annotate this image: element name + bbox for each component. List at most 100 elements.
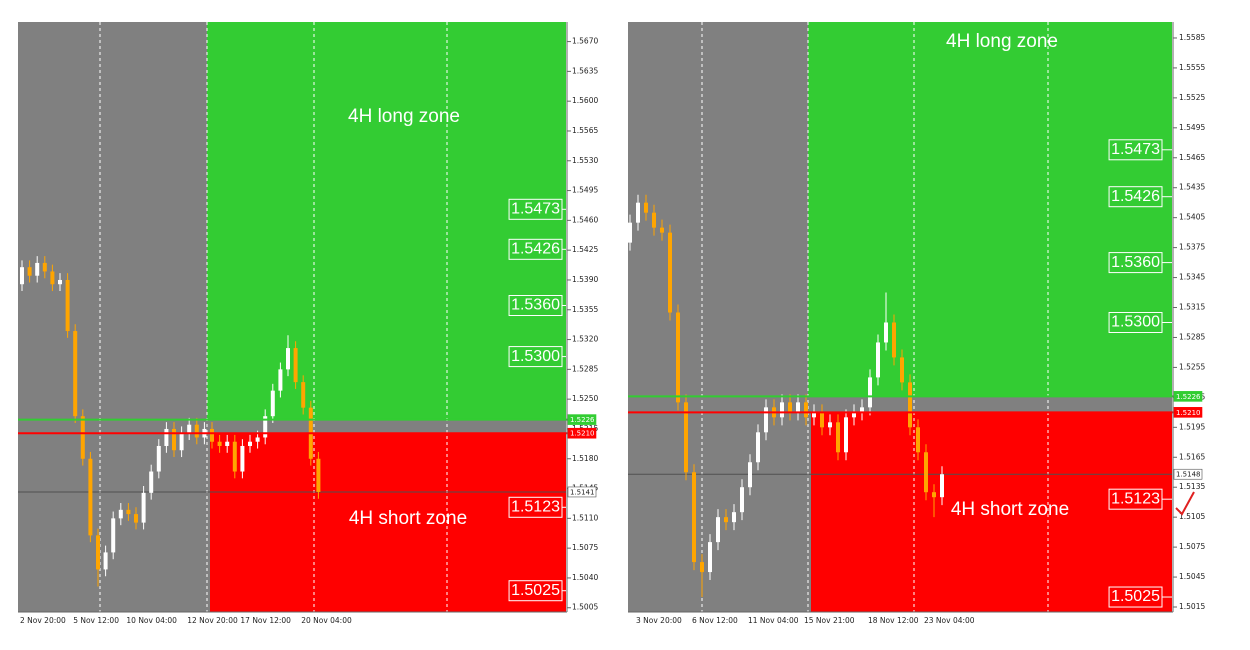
price-tag-label: 1.5210 xyxy=(1176,409,1201,417)
short-zone xyxy=(210,433,566,612)
candle-body xyxy=(924,452,928,493)
y-tick-label: 1.5110 xyxy=(572,513,598,522)
candle-body xyxy=(286,348,290,370)
x-tick-label: 17 Nov 12:00 xyxy=(240,616,291,625)
candle-body xyxy=(42,262,47,272)
candle-body xyxy=(836,422,840,453)
y-tick-label: 1.5075 xyxy=(572,543,598,552)
y-tick-label: 1.5495 xyxy=(572,186,598,195)
price-tag-label: 1.5141 xyxy=(570,488,595,496)
candle-body xyxy=(628,222,632,243)
candle-body xyxy=(149,471,154,493)
y-tick-label: 1.5320 xyxy=(572,335,598,344)
price-tag-label: 1.5226 xyxy=(1176,393,1201,401)
y-tick-label: 1.5355 xyxy=(572,305,598,314)
y-tick-label: 1.5180 xyxy=(572,454,598,463)
x-tick-label: 5 Nov 12:00 xyxy=(73,616,119,625)
candle-body xyxy=(50,271,55,285)
candle-body xyxy=(134,514,138,523)
level-label: 1.5025 xyxy=(511,582,560,599)
y-tick-label: 1.5165 xyxy=(1179,452,1205,461)
candle-body xyxy=(179,433,184,451)
candle-body xyxy=(644,202,648,213)
x-tick-label: 12 Nov 20:00 xyxy=(187,616,238,625)
x-tick-label: 20 Nov 04:00 xyxy=(301,616,352,625)
candle-body xyxy=(225,441,230,446)
candle-body xyxy=(156,445,161,472)
candle-body xyxy=(668,232,672,313)
candle-body xyxy=(788,402,792,413)
candle-body xyxy=(892,322,896,358)
long-zone xyxy=(808,22,1172,397)
candle-body xyxy=(732,512,736,523)
candle-body xyxy=(820,412,824,428)
candle-body xyxy=(796,402,800,413)
candle-body xyxy=(844,417,848,453)
price-tag-label: 1.5226 xyxy=(570,416,595,424)
candle-body xyxy=(828,422,832,428)
y-tick-label: 1.5390 xyxy=(572,275,598,284)
price-tag xyxy=(567,414,597,425)
y-tick-label: 1.5495 xyxy=(1179,123,1205,132)
zone-label: 4H long zone xyxy=(348,106,460,127)
candle-body xyxy=(111,518,116,553)
candle-body xyxy=(141,492,146,523)
candle-body xyxy=(217,441,222,446)
price-tag xyxy=(1173,407,1203,418)
candle-body xyxy=(748,462,752,488)
candle-body xyxy=(812,412,816,418)
candle-body xyxy=(700,562,704,573)
zone-label: 4H long zone xyxy=(946,31,1058,52)
y-tick-label: 1.5045 xyxy=(1179,572,1205,581)
y-tick-label: 1.5040 xyxy=(572,573,598,582)
x-tick-label: 10 Nov 04:00 xyxy=(126,616,177,625)
candle-body xyxy=(780,402,784,418)
candle-body xyxy=(932,492,936,498)
y-tick-label: 1.5015 xyxy=(1179,602,1205,611)
level-label: 1.5300 xyxy=(511,348,560,365)
y-tick-label: 1.5315 xyxy=(1179,303,1205,312)
candle-body xyxy=(73,331,78,417)
candle-body xyxy=(716,517,720,543)
candle-body xyxy=(194,424,199,438)
candle-body xyxy=(248,441,252,446)
candle-body xyxy=(187,424,192,434)
candle-body xyxy=(27,267,32,276)
candle-body xyxy=(96,535,100,570)
candle-body xyxy=(804,402,808,418)
y-tick-label: 1.5525 xyxy=(1179,93,1205,102)
candle-body xyxy=(35,262,40,276)
candle-body xyxy=(210,428,214,442)
y-tick-label: 1.5530 xyxy=(572,156,598,165)
x-tick-label: 11 Nov 04:00 xyxy=(748,616,799,625)
x-tick-label: 18 Nov 12:00 xyxy=(868,616,919,625)
zone-label: 4H short zone xyxy=(951,499,1069,520)
level-label: 1.5123 xyxy=(511,499,560,516)
candle-body xyxy=(764,407,768,433)
y-tick-label: 1.5250 xyxy=(572,394,598,403)
level-label: 1.5473 xyxy=(1111,141,1160,158)
y-tick-label: 1.5555 xyxy=(1179,63,1205,72)
x-tick-label: 2 Nov 20:00 xyxy=(20,616,66,625)
y-tick-label: 1.5075 xyxy=(1179,542,1205,551)
check-mark xyxy=(1175,491,1195,516)
candle-body xyxy=(652,212,656,228)
candle-body xyxy=(756,432,760,463)
candle-body xyxy=(301,382,306,408)
y-tick-label: 1.5105 xyxy=(1179,512,1205,521)
candle-body xyxy=(263,416,268,438)
candle-body xyxy=(20,267,24,285)
candle-body xyxy=(65,279,70,332)
candle-body xyxy=(868,377,872,408)
candle-body xyxy=(270,390,275,417)
candle-body xyxy=(908,382,912,428)
y-tick-label: 1.5465 xyxy=(1179,153,1205,162)
y-tick-label: 1.5425 xyxy=(572,245,598,254)
candle-body xyxy=(293,348,298,383)
candle-body xyxy=(740,487,744,513)
candle-body xyxy=(58,279,62,285)
candle-body xyxy=(164,428,169,446)
price-tag xyxy=(567,486,597,498)
candle-body xyxy=(172,428,176,451)
